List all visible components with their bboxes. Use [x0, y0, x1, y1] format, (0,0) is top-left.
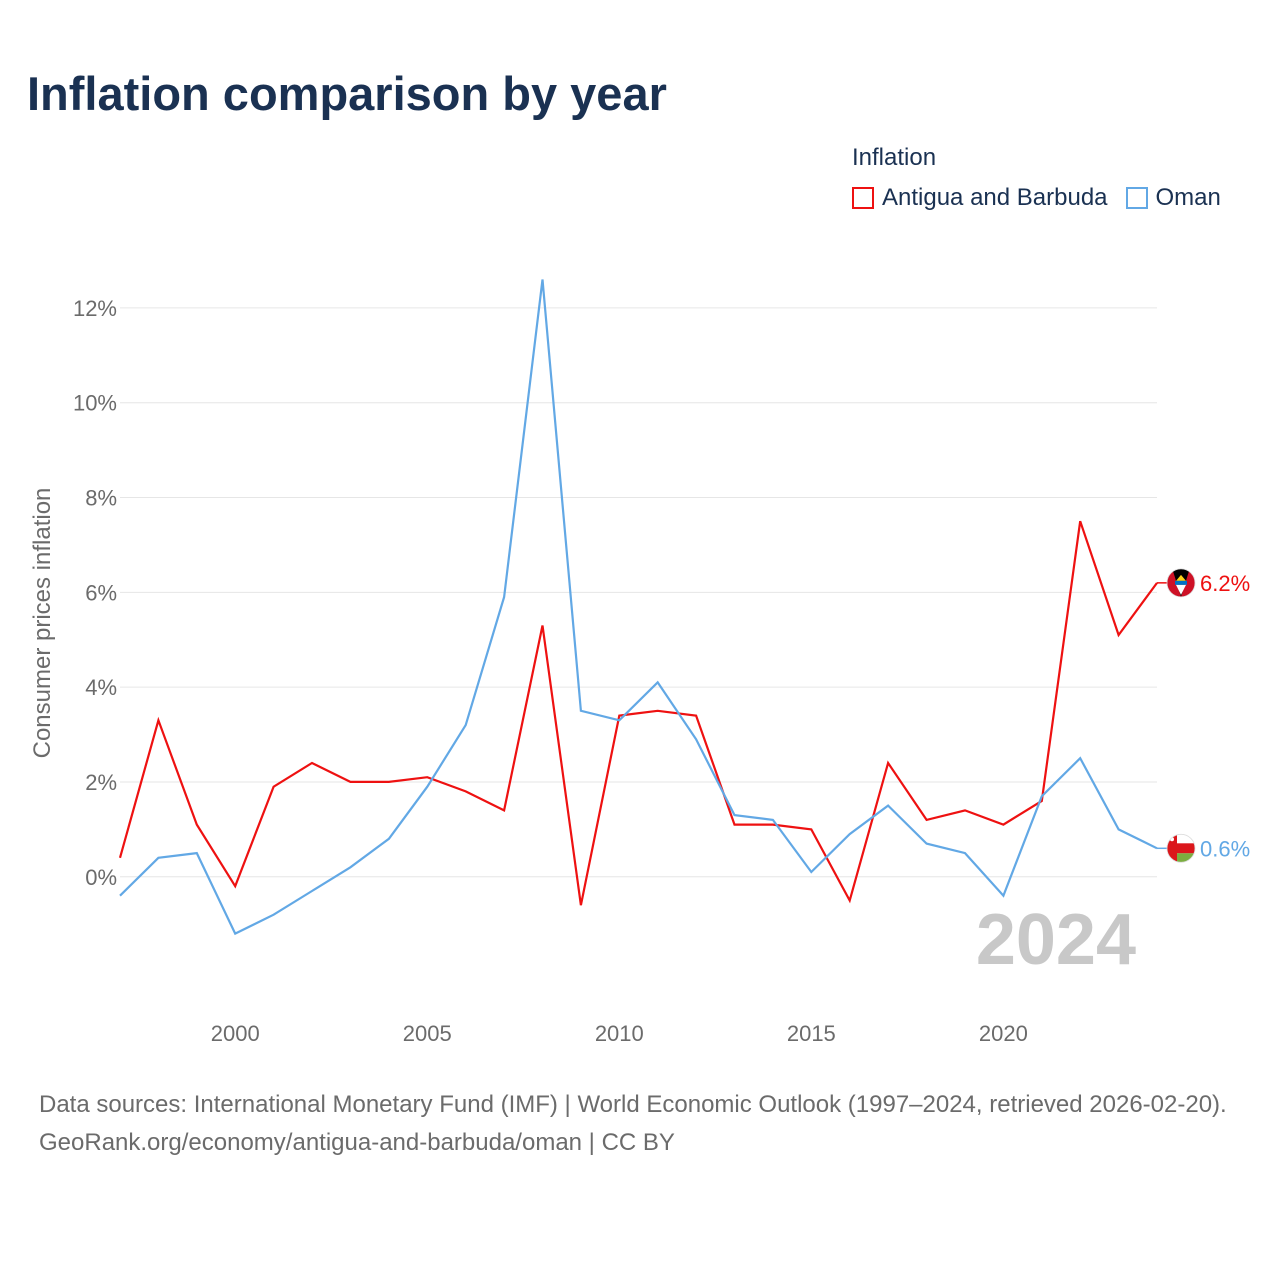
legend-swatch-antigua — [852, 187, 874, 209]
legend-label-antigua: Antigua and Barbuda — [882, 184, 1108, 211]
series-line-oman[interactable] — [119, 279, 1158, 936]
y-tick-label: 4% — [85, 675, 117, 700]
grid-lines — [120, 307, 1157, 878]
series-line-antigua[interactable] — [118, 520, 1158, 906]
series-lines — [118, 279, 1158, 936]
x-tick-label: 2000 — [211, 1021, 260, 1046]
data-sources: Data sources: International Monetary Fun… — [39, 1086, 1249, 1162]
y-tick-label: 8% — [85, 486, 117, 511]
y-tick-label: 12% — [73, 296, 117, 321]
legend-label-oman: Oman — [1155, 184, 1221, 211]
legend-item-oman[interactable]: Oman — [1125, 184, 1221, 212]
y-tick-labels: 0% 2% 4% 6% 8% 10% 12% — [73, 296, 117, 890]
chart-title: Inflation comparison by year — [27, 67, 667, 120]
x-tick-label: 2020 — [979, 1021, 1028, 1046]
y-tick-label: 0% — [85, 865, 117, 890]
line-chart: 0% 2% 4% 6% 8% 10% 12% 2000 2005 2010 2015 2020 Co… — [29, 279, 1250, 1046]
y-tick-label: 6% — [85, 580, 117, 605]
oman-flag-icon — [1166, 833, 1196, 863]
end-value-label: 6.2% — [1200, 571, 1250, 596]
legend-swatch-oman — [1125, 187, 1148, 209]
x-tick-label: 2015 — [787, 1021, 836, 1046]
y-axis-label: Consumer prices inflation — [29, 488, 56, 759]
x-tick-label: 2005 — [403, 1021, 452, 1046]
attribution-link[interactable]: GeoRank.org/economy/antigua-and-barbuda/… — [39, 1129, 675, 1156]
year-watermark: 2024 — [976, 900, 1136, 980]
y-tick-label: 2% — [85, 770, 117, 795]
end-value-label: 0.6% — [1200, 836, 1250, 861]
legend: Antigua and Barbuda Oman — [852, 184, 1221, 212]
sources-line: Data sources: International Monetary Fun… — [39, 1091, 1227, 1118]
x-tick-labels: 2000 2005 2010 2015 2020 — [211, 1021, 1028, 1046]
end-labels: 6.2% 0.6% — [1157, 568, 1250, 863]
antigua-flag-icon — [1166, 568, 1196, 598]
y-tick-label: 10% — [73, 391, 117, 416]
x-tick-label: 2010 — [595, 1021, 644, 1046]
legend-title: Inflation — [852, 144, 937, 171]
legend-item-antigua[interactable]: Antigua and Barbuda — [852, 184, 1108, 212]
